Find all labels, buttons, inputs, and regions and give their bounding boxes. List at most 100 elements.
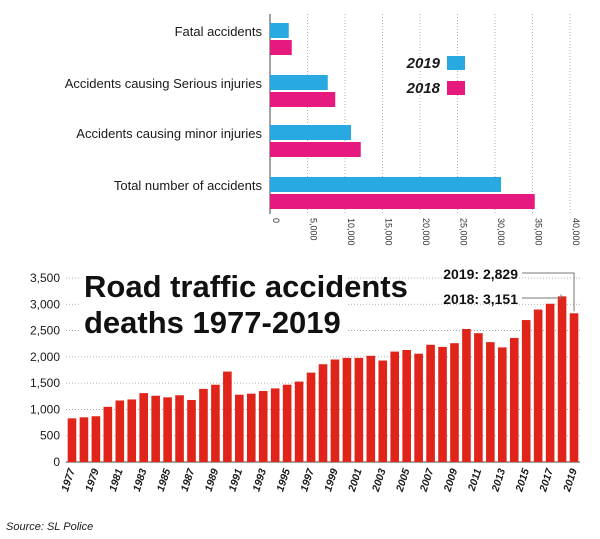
top-x-tick-label: 5,000 xyxy=(309,218,319,241)
top-bar xyxy=(270,23,289,38)
bottom-bar xyxy=(163,397,172,462)
top-x-tick-label: 0 xyxy=(271,218,281,223)
top-x-tick-label: 35,000 xyxy=(534,218,544,246)
top-bar xyxy=(270,142,361,157)
bottom-x-tick-label: 2015 xyxy=(513,467,532,494)
top-x-tick-label: 10,000 xyxy=(346,218,356,246)
bottom-x-tick-label: 1989 xyxy=(203,467,222,493)
bottom-bar xyxy=(342,357,352,462)
bottom-x-tick-label: 1981 xyxy=(107,467,126,493)
title-backdrop xyxy=(80,262,348,344)
bottom-bar xyxy=(270,388,280,462)
top-bar xyxy=(270,125,351,140)
bottom-y-tick-label: 2,500 xyxy=(30,324,60,338)
top-bar xyxy=(270,194,535,209)
bottom-x-tick-label: 1995 xyxy=(274,467,293,493)
bottom-bar xyxy=(199,388,208,462)
bottom-bar xyxy=(139,393,149,462)
bottom-x-tick-label: 2019 xyxy=(561,467,580,494)
top-category-label: Accidents causing Serious injuries xyxy=(65,76,263,91)
bottom-bar xyxy=(462,328,471,462)
bottom-bar xyxy=(402,350,411,462)
bottom-bar xyxy=(127,399,137,462)
bottom-bar xyxy=(211,384,220,462)
bottom-bar xyxy=(115,400,125,462)
bottom-bar xyxy=(426,344,435,462)
bottom-x-tick-label: 2011 xyxy=(466,467,485,493)
bottom-bar xyxy=(294,381,304,462)
bottom-x-tick-label: 1993 xyxy=(250,467,269,493)
bottom-bar xyxy=(330,359,340,462)
bottom-bar xyxy=(497,347,507,462)
legend-label-2019: 2019 xyxy=(406,55,441,72)
bottom-bar xyxy=(175,395,184,462)
bottom-x-tick-label: 2001 xyxy=(346,467,365,494)
bottom-y-tick-label: 2,000 xyxy=(30,350,60,364)
bottom-x-tick-label: 1983 xyxy=(131,467,150,493)
bottom-bar xyxy=(258,391,268,462)
bottom-bar xyxy=(246,393,256,462)
top-category-label: Total number of accidents xyxy=(114,178,263,193)
bottom-bar xyxy=(151,395,160,462)
chart-title-line1: Road traffic accidents xyxy=(84,269,408,304)
bottom-bar xyxy=(438,346,447,462)
bottom-x-tick-label: 1987 xyxy=(179,466,198,493)
bottom-bar xyxy=(366,355,376,462)
bottom-bar xyxy=(91,416,101,462)
bottom-bar xyxy=(318,364,328,462)
source-note: Source: SL Police xyxy=(6,521,93,533)
bottom-x-tick-label: 2017 xyxy=(537,466,556,494)
bottom-bar xyxy=(533,309,543,462)
bottom-bar xyxy=(187,399,196,462)
bottom-y-tick-label: 1,500 xyxy=(30,376,60,390)
annotation-2019: 2019: 2,829 xyxy=(443,266,518,282)
top-x-ticks: 0 5,000 10,000 15,000 20,000 25,000 30,000 35,0… xyxy=(271,218,581,246)
top-category-labels: Fatal accidents Accidents causing Serious… xyxy=(65,24,263,193)
bottom-bar xyxy=(545,303,555,462)
bottom-bar xyxy=(235,394,244,462)
bottom-x-tick-label: 1991 xyxy=(227,467,246,493)
bottom-y-ticks: 0 500 1,000 1,500 2,000 2,500 3,000 3,500 xyxy=(30,271,60,469)
top-bar xyxy=(270,177,501,192)
legend-swatch-2019 xyxy=(447,56,465,70)
top-bar xyxy=(270,92,336,107)
bottom-bar xyxy=(390,351,400,462)
bottom-bar xyxy=(474,333,483,462)
bottom-y-tick-label: 500 xyxy=(40,429,60,443)
legend-swatch-2018 xyxy=(447,81,465,95)
top-x-tick-label: 40,000 xyxy=(571,218,581,246)
top-x-tick-label: 20,000 xyxy=(421,218,431,246)
bottom-bars xyxy=(67,296,579,462)
bottom-x-tick-label: 1979 xyxy=(83,467,102,493)
top-category-label: Fatal accidents xyxy=(175,24,263,39)
legend: 2019 2018 xyxy=(406,55,465,97)
annotation-2018: 2018: 3,151 xyxy=(443,291,518,307)
top-x-tick-label: 25,000 xyxy=(459,218,469,246)
top-bars xyxy=(270,23,535,209)
bottom-x-tick-label: 2007 xyxy=(417,466,436,494)
bottom-bar xyxy=(354,357,364,462)
bottom-x-tick-label: 2005 xyxy=(394,467,413,494)
top-bar xyxy=(270,40,292,55)
bottom-bar xyxy=(103,406,113,462)
bottom-bar xyxy=(486,342,495,462)
bottom-x-tick-label: 2009 xyxy=(441,467,460,494)
bottom-bar xyxy=(67,418,77,462)
bottom-x-tick-label: 1977 xyxy=(59,466,78,493)
top-x-tick-label: 15,000 xyxy=(384,218,394,246)
chart-title-line2: deaths 1977-2019 xyxy=(84,305,341,340)
legend-label-2018: 2018 xyxy=(406,80,441,97)
bottom-x-ticks: 1977 1979 1981 1983 1985 1987 1989 1991 1993 1995… xyxy=(59,466,580,494)
top-category-label: Accidents causing minor injuries xyxy=(76,126,262,141)
bottom-x-tick-label: 1985 xyxy=(155,467,174,493)
bottom-y-tick-label: 3,500 xyxy=(30,271,60,285)
bottom-bar xyxy=(557,296,567,462)
bottom-bar xyxy=(450,343,459,462)
bottom-x-tick-label: 1997 xyxy=(298,466,317,493)
bottom-bar xyxy=(521,320,531,462)
annotation-leader-2019 xyxy=(522,272,575,312)
bottom-bar xyxy=(79,417,89,462)
bottom-bar xyxy=(223,371,232,462)
